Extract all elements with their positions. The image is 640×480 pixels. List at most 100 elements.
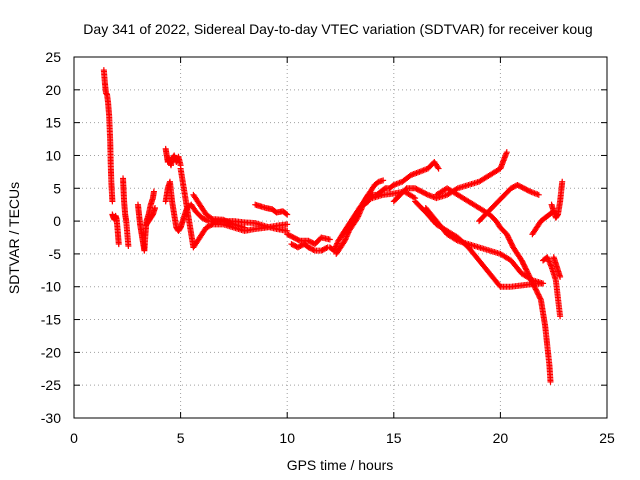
data-point <box>453 236 460 243</box>
y-tick-label: 5 <box>53 180 61 196</box>
data-point <box>521 264 528 271</box>
series-arc-06 <box>162 145 184 169</box>
data-point <box>295 237 302 244</box>
data-point <box>532 285 539 292</box>
data-point <box>507 239 514 246</box>
data-point <box>525 270 532 277</box>
data-point <box>283 210 290 217</box>
data-point <box>518 257 525 264</box>
series-arc-18 <box>422 204 547 287</box>
series-arc-01 <box>100 67 116 205</box>
x-tick-label: 15 <box>386 430 402 446</box>
y-tick-label: 10 <box>45 147 61 163</box>
data-point <box>531 283 538 290</box>
data-point <box>535 292 542 299</box>
x-tick-label: 10 <box>279 430 295 446</box>
series-arc-19 <box>433 185 554 385</box>
data-point <box>527 274 534 281</box>
data-points <box>100 67 566 385</box>
series-arc-20 <box>476 181 542 225</box>
data-point <box>535 291 542 298</box>
series-arc-05 <box>143 204 159 228</box>
data-point <box>519 258 526 265</box>
data-point <box>535 191 542 198</box>
y-tick-label: -15 <box>41 312 61 328</box>
data-point <box>523 266 530 273</box>
y-tick-label: -10 <box>41 279 61 295</box>
y-tick-label: -25 <box>41 377 61 393</box>
y-tick-label: 15 <box>45 115 61 131</box>
series-arc-03 <box>120 175 132 250</box>
data-point <box>504 232 511 239</box>
data-point <box>326 236 333 243</box>
data-point <box>435 165 442 172</box>
data-point <box>241 224 248 231</box>
data-point <box>508 240 515 247</box>
series-arc-10 <box>252 201 291 218</box>
data-point <box>109 198 116 205</box>
data-point <box>536 294 543 301</box>
chart-title: Day 341 of 2022, Sidereal Day-to-day VTE… <box>83 21 592 37</box>
data-point <box>532 286 539 293</box>
data-point <box>423 191 430 198</box>
data-point <box>525 271 532 278</box>
data-point <box>519 260 526 267</box>
data-point <box>152 204 159 211</box>
series-arc-22 <box>540 254 564 320</box>
axis-ticks: 0 5 10 15 20 25 -30 -25 -20 -15 -10 -5 0 5 10 15 20 25 <box>41 49 615 446</box>
x-axis-label: GPS time / hours <box>287 457 394 473</box>
y-tick-label: -30 <box>41 410 61 426</box>
data-point <box>434 164 441 171</box>
series-arc-24 <box>550 254 564 280</box>
data-point <box>505 233 512 240</box>
x-tick-label: 5 <box>177 430 185 446</box>
data-point <box>524 269 531 276</box>
data-point <box>528 278 535 285</box>
data-point <box>506 236 513 243</box>
x-tick-label: 0 <box>70 430 78 446</box>
data-point <box>125 243 132 250</box>
data-point <box>380 177 387 184</box>
y-tick-label: -5 <box>49 246 62 262</box>
data-point <box>503 231 510 238</box>
data-point <box>529 279 536 286</box>
data-point <box>525 187 532 194</box>
series-arc-15 <box>339 188 419 238</box>
data-point <box>503 149 510 156</box>
data-point <box>520 261 527 268</box>
data-point <box>537 295 544 302</box>
data-point <box>534 288 541 295</box>
series-arc-08 <box>177 165 291 251</box>
data-point <box>284 211 291 218</box>
data-point <box>547 378 554 385</box>
x-tick-label: 20 <box>493 430 509 446</box>
series-arc-12 <box>288 241 331 254</box>
data-point <box>557 273 564 280</box>
y-axis-label: SDTVAR / TECUs <box>6 182 22 294</box>
data-point <box>521 262 528 269</box>
y-tick-label: 20 <box>45 82 61 98</box>
data-point <box>150 188 157 195</box>
data-point <box>540 280 547 287</box>
data-point <box>530 281 537 288</box>
y-tick-label: 0 <box>53 213 61 229</box>
data-point <box>523 267 530 274</box>
data-point <box>208 215 215 222</box>
y-tick-label: 25 <box>45 49 61 65</box>
y-tick-label: -20 <box>41 344 61 360</box>
data-point <box>115 241 122 248</box>
x-tick-label: 25 <box>599 430 615 446</box>
data-point <box>534 290 541 297</box>
data-point <box>530 282 537 289</box>
data-point <box>526 273 533 280</box>
series-arc-09 <box>190 191 248 231</box>
data-point <box>310 246 317 253</box>
series-arc-02 <box>109 211 122 248</box>
series-arc-23 <box>548 178 566 221</box>
data-point <box>528 277 535 284</box>
data-point <box>284 221 291 228</box>
data-point <box>527 275 534 282</box>
data-point <box>557 313 564 320</box>
data-point <box>508 241 515 248</box>
